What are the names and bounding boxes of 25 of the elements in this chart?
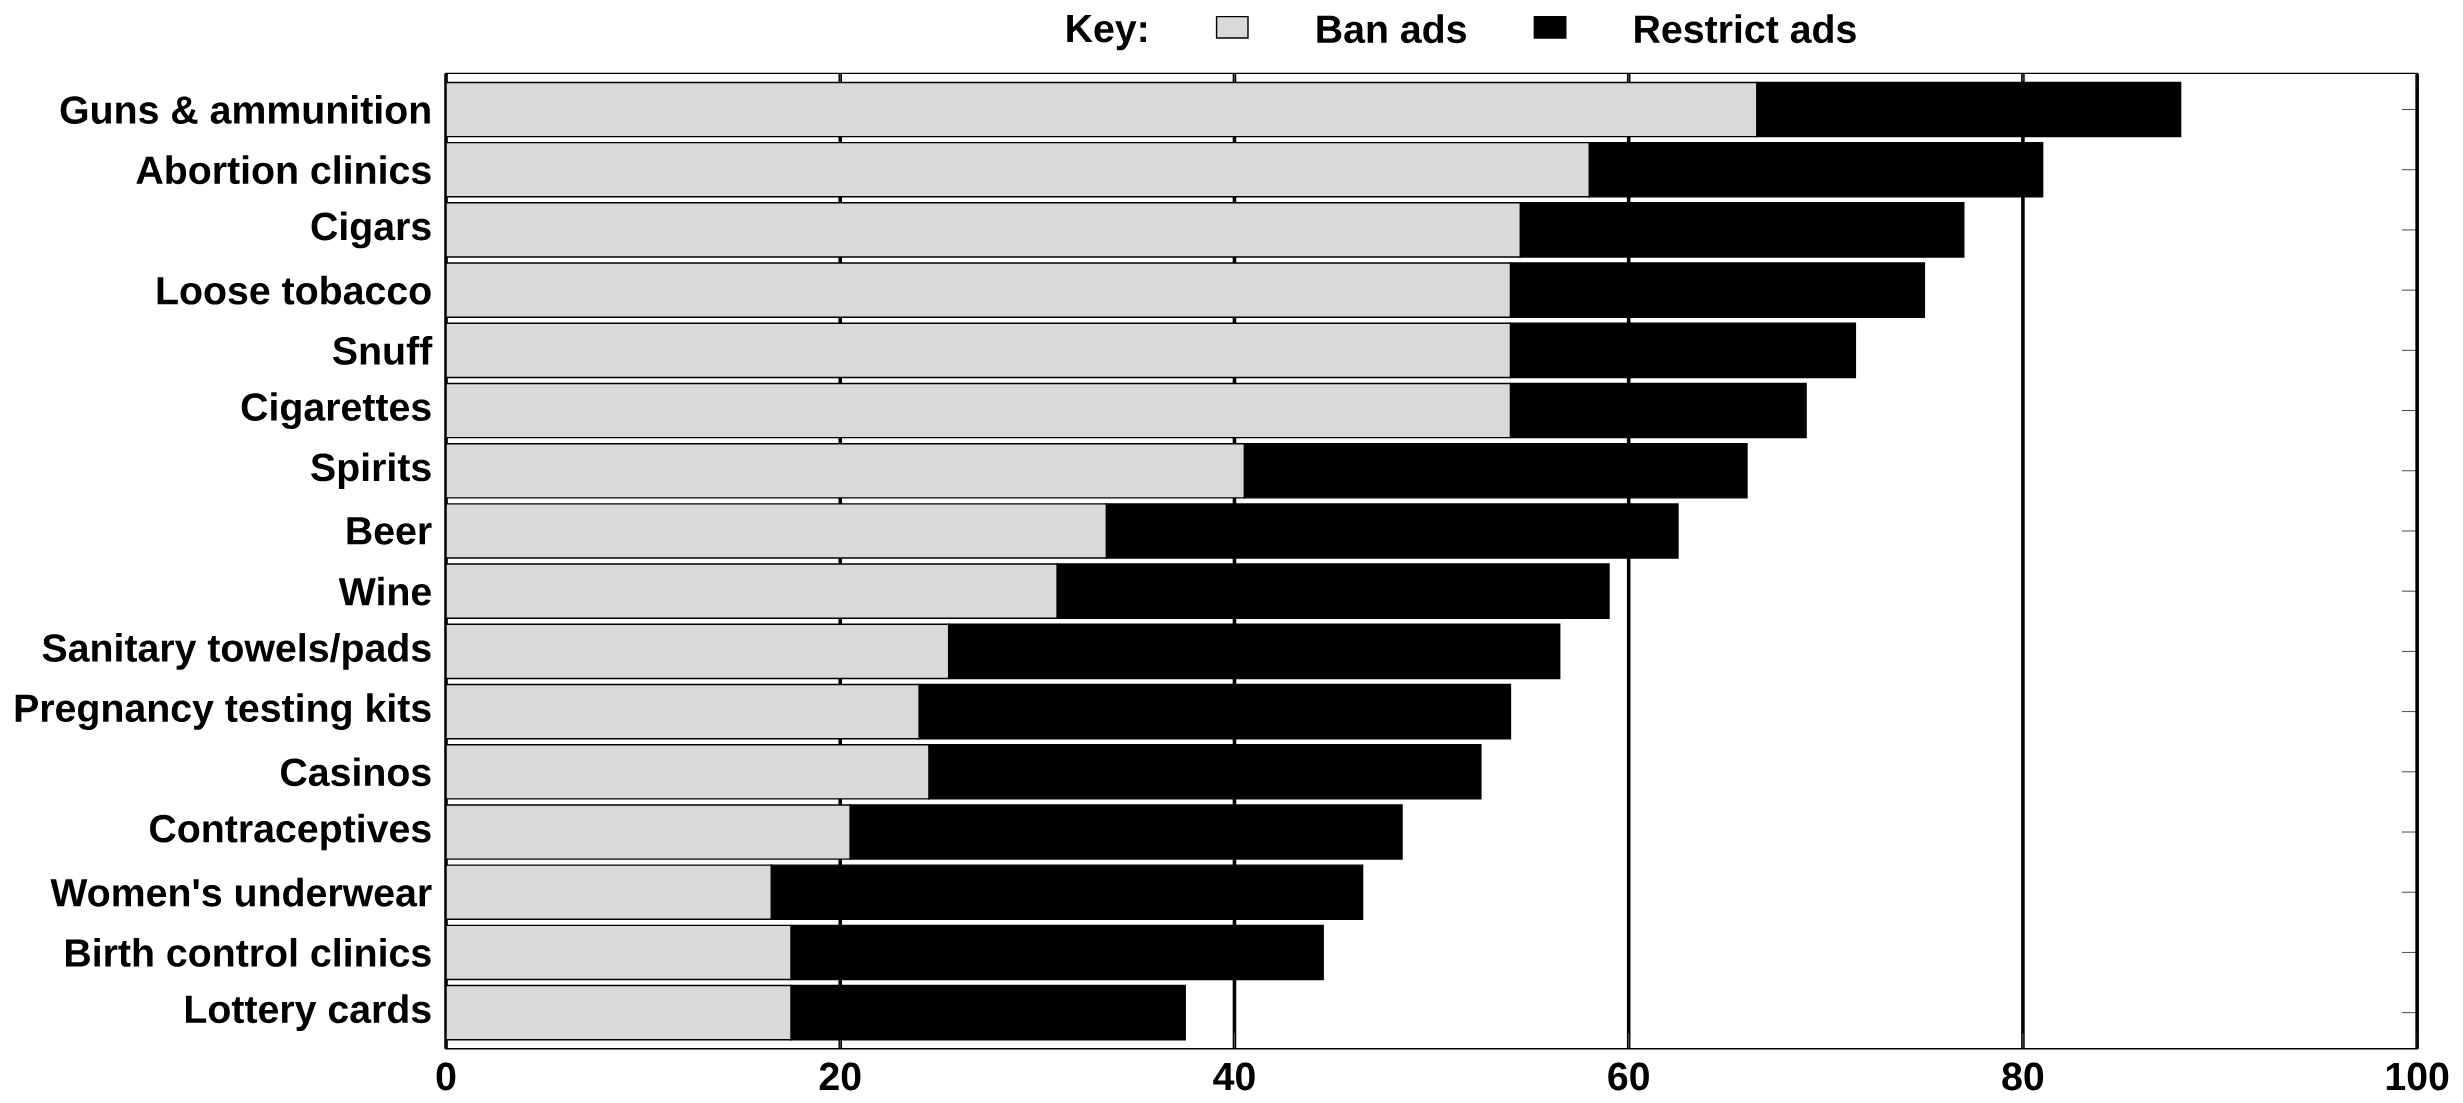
x-tick-label: 80: [2002, 1062, 2044, 1091]
y-tick-label: Abortion clinics: [136, 155, 431, 184]
y-tick-label: Guns & ammunition: [60, 94, 430, 124]
y-tick-label: Wine: [338, 576, 431, 606]
y-tick-label: Sanitary towels/pads: [42, 632, 431, 670]
y-tick-label: Lottery cards: [185, 994, 431, 1031]
y-tick-label: Snuff: [332, 335, 433, 365]
y-tick-label: Cigarettes: [241, 391, 431, 429]
y-tick-label: Birth control clinics: [66, 937, 431, 967]
x-tick-label: 40: [1213, 1062, 1255, 1091]
x-tick-label: 60: [1608, 1062, 1649, 1091]
x-tick-label: 0: [436, 1062, 456, 1091]
y-tick-label: Casinos: [281, 757, 431, 787]
x-tick-label: 100: [2386, 1062, 2449, 1091]
y-tick-label: Pregnancy testing kits: [15, 692, 431, 730]
x-tick-label: 20: [819, 1062, 861, 1091]
y-tick-label: Cigars: [311, 211, 431, 249]
y-tick-label: Loose tobacco: [157, 275, 431, 305]
y-tick-label: Beer: [347, 517, 432, 545]
legend-label: Ban ads: [1317, 14, 1466, 43]
legend-label: Restrict ads: [1635, 14, 1856, 43]
y-tick-label: Women's underwear: [50, 877, 432, 907]
y-tick-label: Contraceptives: [150, 813, 431, 851]
y-tick-label: Spirits: [311, 452, 431, 489]
legend-title: Key:: [1067, 14, 1146, 50]
